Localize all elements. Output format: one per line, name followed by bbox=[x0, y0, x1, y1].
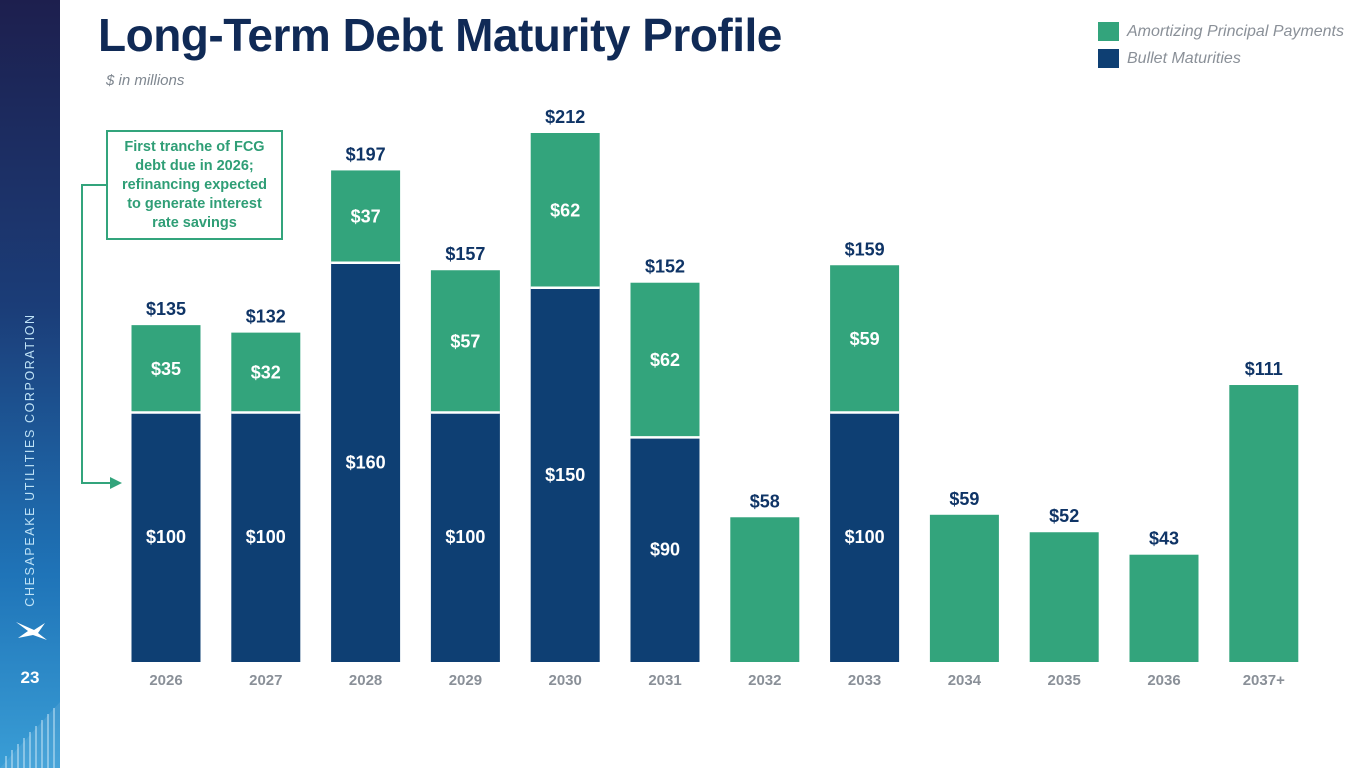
total-label-2037-plus: $111 bbox=[1245, 359, 1283, 379]
x-tick-2028: 2028 bbox=[349, 672, 382, 689]
value-label-amortizing-2027: $32 bbox=[251, 363, 281, 383]
bar-amortizing-2028 bbox=[331, 170, 401, 263]
bar-amortizing-2030 bbox=[530, 133, 600, 288]
value-label-amortizing-2031: $62 bbox=[650, 350, 680, 370]
callout-text: First tranche of FCG debt due in 2026; r… bbox=[121, 138, 268, 231]
bar-amortizing-2029 bbox=[430, 270, 500, 413]
legend-item-bullet: Bullet Maturities bbox=[1098, 45, 1344, 72]
total-label-2026: $135 bbox=[146, 299, 186, 319]
x-tick-2033: 2033 bbox=[848, 672, 881, 689]
total-label-2033: $159 bbox=[845, 239, 885, 259]
page-number: 23 bbox=[20, 668, 40, 687]
bird-logo-icon bbox=[16, 622, 47, 640]
legend-swatch-amortizing bbox=[1098, 22, 1119, 41]
total-label-2034: $59 bbox=[949, 489, 979, 509]
value-label-bullet-2030: $150 bbox=[545, 465, 585, 485]
total-label-2035: $52 bbox=[1049, 506, 1079, 526]
x-tick-2035: 2035 bbox=[1048, 672, 1081, 689]
total-label-2032: $58 bbox=[750, 491, 780, 511]
x-tick-2029: 2029 bbox=[449, 672, 482, 689]
bar-amortizing-2026 bbox=[131, 325, 201, 413]
x-tick-2026: 2026 bbox=[149, 672, 182, 689]
bar-amortizing-2033 bbox=[830, 265, 900, 413]
bar-bullet-2031 bbox=[630, 437, 700, 662]
value-label-amortizing-2033: $59 bbox=[850, 329, 880, 349]
legend-item-amortizing: Amortizing Principal Payments bbox=[1098, 18, 1344, 45]
x-tick-2030: 2030 bbox=[549, 672, 582, 689]
fcg-callout-box: First tranche of FCG debt due in 2026; r… bbox=[106, 130, 283, 240]
legend-label-amortizing: Amortizing Principal Payments bbox=[1127, 22, 1344, 40]
value-label-bullet-2033: $100 bbox=[845, 527, 885, 547]
bar-bullet-2027 bbox=[231, 412, 301, 662]
total-label-2030: $212 bbox=[545, 107, 585, 127]
decorative-stripes bbox=[0, 702, 60, 768]
bar-amortizing-2036 bbox=[1129, 554, 1199, 662]
bar-amortizing-2032 bbox=[730, 517, 800, 662]
x-tick-2031: 2031 bbox=[648, 672, 681, 689]
total-label-2029: $157 bbox=[445, 244, 485, 264]
bar-bullet-2026 bbox=[131, 412, 201, 662]
callout-arrow bbox=[81, 184, 122, 489]
bar-amortizing-2034 bbox=[929, 514, 999, 662]
bar-bullet-2030 bbox=[530, 287, 600, 662]
x-tick-2034: 2034 bbox=[948, 672, 982, 689]
total-label-2036: $43 bbox=[1149, 529, 1179, 549]
value-label-bullet-2029: $100 bbox=[445, 527, 485, 547]
total-label-2031: $152 bbox=[645, 257, 685, 277]
value-label-bullet-2027: $100 bbox=[246, 527, 286, 547]
value-label-amortizing-2029: $57 bbox=[450, 331, 480, 351]
value-label-amortizing-2028: $37 bbox=[351, 207, 381, 227]
legend-swatch-bullet bbox=[1098, 49, 1119, 68]
value-label-amortizing-2026: $35 bbox=[151, 359, 181, 379]
x-tick-2027: 2027 bbox=[249, 672, 282, 689]
bar-amortizing-2031 bbox=[630, 282, 700, 438]
total-label-2027: $132 bbox=[246, 307, 286, 327]
x-tick-2037-plus: 2037+ bbox=[1243, 672, 1285, 689]
value-label-bullet-2028: $160 bbox=[346, 452, 386, 472]
page-title: Long-Term Debt Maturity Profile bbox=[98, 9, 782, 61]
x-tick-2036: 2036 bbox=[1147, 672, 1180, 689]
chart-legend: Amortizing Principal Payments Bullet Mat… bbox=[1098, 18, 1344, 72]
value-label-bullet-2031: $90 bbox=[650, 540, 680, 560]
bar-bullet-2028 bbox=[331, 262, 401, 662]
bar-amortizing-2037-plus bbox=[1229, 385, 1299, 662]
value-label-amortizing-2030: $62 bbox=[550, 200, 580, 220]
bar-bullet-2029 bbox=[430, 412, 500, 662]
total-label-2028: $197 bbox=[346, 144, 386, 164]
units-subtitle: $ in millions bbox=[106, 72, 185, 89]
legend-label-bullet: Bullet Maturities bbox=[1127, 49, 1241, 67]
sidebar: CHESAPEAKE UTILITIES CORPORATION 23 bbox=[0, 0, 60, 768]
bar-amortizing-2027 bbox=[231, 332, 301, 413]
x-tick-2032: 2032 bbox=[748, 672, 781, 689]
value-label-bullet-2026: $100 bbox=[146, 527, 186, 547]
bar-bullet-2033 bbox=[830, 412, 900, 662]
bar-amortizing-2035 bbox=[1029, 532, 1099, 662]
